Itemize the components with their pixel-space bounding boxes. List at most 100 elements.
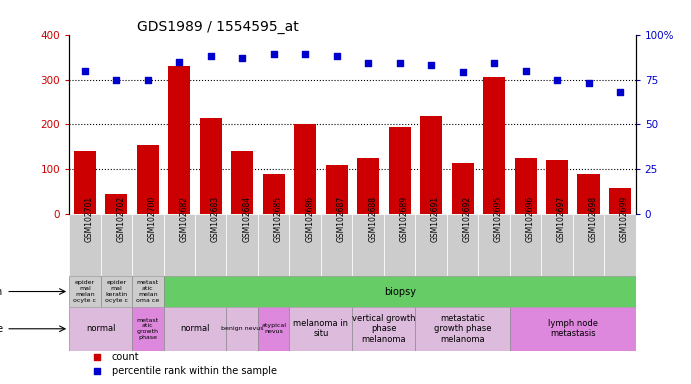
Text: GSM102701: GSM102701: [85, 196, 94, 242]
Text: GSM102699: GSM102699: [620, 196, 629, 242]
Text: metastatic
growth phase
melanoma: metastatic growth phase melanoma: [434, 314, 491, 344]
Text: metast
atic
growth
phase: metast atic growth phase: [137, 318, 159, 340]
FancyBboxPatch shape: [132, 276, 164, 307]
Text: epider
mal
melan
ocyte c: epider mal melan ocyte c: [73, 280, 96, 303]
Point: [583, 80, 594, 86]
Point: [92, 354, 103, 360]
Point: [205, 53, 216, 59]
Bar: [452, 163, 473, 214]
Bar: [357, 158, 379, 214]
Text: GSM102684: GSM102684: [243, 196, 252, 242]
Point: [92, 368, 103, 374]
Point: [111, 76, 122, 83]
FancyBboxPatch shape: [352, 214, 384, 276]
FancyBboxPatch shape: [69, 307, 132, 351]
FancyBboxPatch shape: [258, 307, 290, 351]
FancyBboxPatch shape: [604, 214, 636, 276]
FancyBboxPatch shape: [227, 214, 258, 276]
Text: percentile rank within the sample: percentile rank within the sample: [112, 366, 276, 376]
Text: GSM102692: GSM102692: [462, 196, 471, 242]
Text: benign nevus: benign nevus: [221, 326, 263, 331]
Bar: [578, 174, 600, 214]
Bar: [105, 194, 127, 214]
Point: [457, 69, 468, 75]
Text: metast
atic
melan
oma ce: metast atic melan oma ce: [136, 280, 160, 303]
Bar: [74, 151, 96, 214]
Point: [300, 51, 311, 58]
Text: atypical
nevus: atypical nevus: [261, 323, 286, 334]
Bar: [169, 66, 190, 214]
Text: GSM102697: GSM102697: [557, 196, 566, 242]
Point: [142, 76, 153, 83]
FancyBboxPatch shape: [132, 214, 164, 276]
Text: epider
mal
keratin
ocyte c: epider mal keratin ocyte c: [105, 280, 128, 303]
Point: [551, 76, 562, 83]
FancyBboxPatch shape: [541, 214, 573, 276]
Text: lymph node
metastasis: lymph node metastasis: [548, 319, 598, 338]
Text: GSM102689: GSM102689: [399, 196, 408, 242]
Text: normal: normal: [86, 324, 115, 333]
FancyBboxPatch shape: [164, 276, 636, 307]
Point: [614, 89, 625, 95]
Bar: [388, 127, 410, 214]
Bar: [609, 188, 631, 214]
Text: disease state: disease state: [0, 324, 3, 334]
Text: biopsy: biopsy: [384, 286, 415, 296]
Text: GDS1989 / 1554595_at: GDS1989 / 1554595_at: [137, 20, 299, 33]
FancyBboxPatch shape: [415, 214, 447, 276]
FancyBboxPatch shape: [573, 214, 604, 276]
Bar: [231, 151, 253, 214]
FancyBboxPatch shape: [352, 307, 415, 351]
FancyBboxPatch shape: [69, 276, 101, 307]
FancyBboxPatch shape: [227, 307, 258, 351]
Text: GSM102696: GSM102696: [526, 196, 535, 242]
Text: GSM102691: GSM102691: [431, 196, 440, 242]
FancyBboxPatch shape: [132, 307, 164, 351]
Point: [331, 53, 342, 59]
Text: vertical growth
phase
melanoma: vertical growth phase melanoma: [352, 314, 416, 344]
Bar: [546, 161, 568, 214]
Point: [79, 68, 91, 74]
Text: melanoma in
situ: melanoma in situ: [294, 319, 348, 338]
FancyBboxPatch shape: [195, 214, 227, 276]
FancyBboxPatch shape: [478, 214, 510, 276]
FancyBboxPatch shape: [321, 214, 352, 276]
Point: [489, 60, 500, 66]
Text: GSM102685: GSM102685: [274, 196, 283, 242]
Bar: [420, 116, 442, 214]
FancyBboxPatch shape: [164, 307, 227, 351]
Text: GSM102687: GSM102687: [337, 196, 346, 242]
Text: GSM102698: GSM102698: [589, 196, 598, 242]
Bar: [294, 124, 316, 214]
Bar: [515, 158, 536, 214]
FancyBboxPatch shape: [290, 307, 352, 351]
Text: GSM102683: GSM102683: [211, 196, 220, 242]
Text: normal: normal: [180, 324, 210, 333]
Bar: [200, 118, 222, 214]
Text: GSM102695: GSM102695: [494, 196, 503, 242]
Text: count: count: [112, 352, 139, 362]
Point: [426, 62, 437, 68]
FancyBboxPatch shape: [164, 214, 195, 276]
Text: GSM102682: GSM102682: [179, 196, 188, 242]
FancyBboxPatch shape: [101, 214, 132, 276]
Text: GSM102688: GSM102688: [368, 196, 377, 242]
Bar: [483, 77, 505, 214]
FancyBboxPatch shape: [510, 214, 541, 276]
Text: GSM102700: GSM102700: [148, 196, 157, 242]
FancyBboxPatch shape: [447, 214, 478, 276]
Text: GSM102686: GSM102686: [305, 196, 314, 242]
FancyBboxPatch shape: [258, 214, 290, 276]
Point: [173, 58, 184, 65]
Point: [268, 51, 279, 58]
Point: [237, 55, 248, 61]
Text: specimen: specimen: [0, 286, 3, 296]
Bar: [137, 145, 159, 214]
FancyBboxPatch shape: [69, 214, 101, 276]
FancyBboxPatch shape: [415, 307, 510, 351]
Point: [520, 68, 531, 74]
Point: [394, 60, 405, 66]
Text: GSM102702: GSM102702: [116, 196, 125, 242]
FancyBboxPatch shape: [510, 307, 636, 351]
FancyBboxPatch shape: [290, 214, 321, 276]
